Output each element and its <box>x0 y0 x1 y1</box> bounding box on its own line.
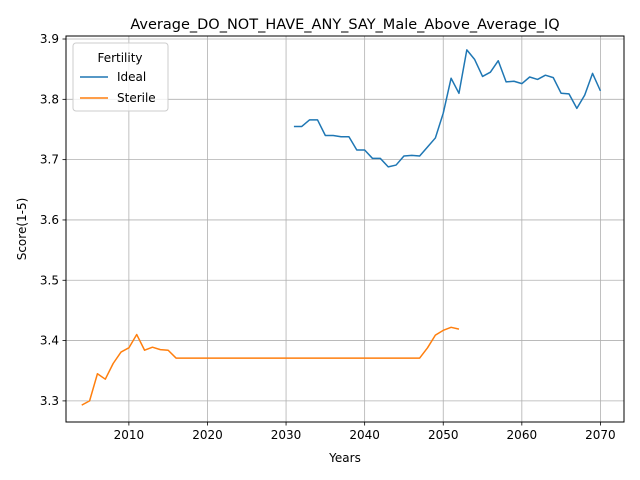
x-tick-label: 2010 <box>114 428 145 442</box>
y-tick-label: 3.3 <box>40 394 59 408</box>
x-tick-label: 2020 <box>192 428 223 442</box>
x-axis-label: Years <box>328 451 361 465</box>
y-tick-label: 3.9 <box>40 32 59 46</box>
x-tick-label: 2060 <box>507 428 538 442</box>
y-tick-label: 3.8 <box>40 92 59 106</box>
legend-label-ideal: Ideal <box>117 70 146 84</box>
legend-label-sterile: Sterile <box>117 91 156 105</box>
series-line-sterile <box>81 326 460 406</box>
x-tick-label: 2030 <box>271 428 302 442</box>
legend-title: Fertility <box>97 51 142 65</box>
y-tick-label: 3.6 <box>40 213 59 227</box>
y-tick-label: 3.5 <box>40 273 59 287</box>
legend: Fertility Ideal Sterile <box>72 42 169 112</box>
x-axis: 2010 2020 2030 2040 2050 2060 2070 <box>114 422 616 442</box>
y-axis-label: Score(1-5) <box>15 198 29 261</box>
y-tick-label: 3.7 <box>40 153 59 167</box>
series-line-ideal <box>293 49 602 168</box>
x-tick-label: 2050 <box>428 428 459 442</box>
legend-box <box>72 42 169 112</box>
x-tick-label: 2070 <box>585 428 616 442</box>
grid-lines <box>66 36 624 422</box>
y-axis: 3.3 3.4 3.5 3.6 3.7 3.8 3.9 <box>40 32 66 408</box>
y-tick-label: 3.4 <box>40 334 59 348</box>
chart-title: Average_DO_NOT_HAVE_ANY_SAY_Male_Above_A… <box>130 17 559 33</box>
x-tick-label: 2040 <box>349 428 380 442</box>
series-layer <box>81 49 602 406</box>
plot-area-frame <box>65 35 625 423</box>
